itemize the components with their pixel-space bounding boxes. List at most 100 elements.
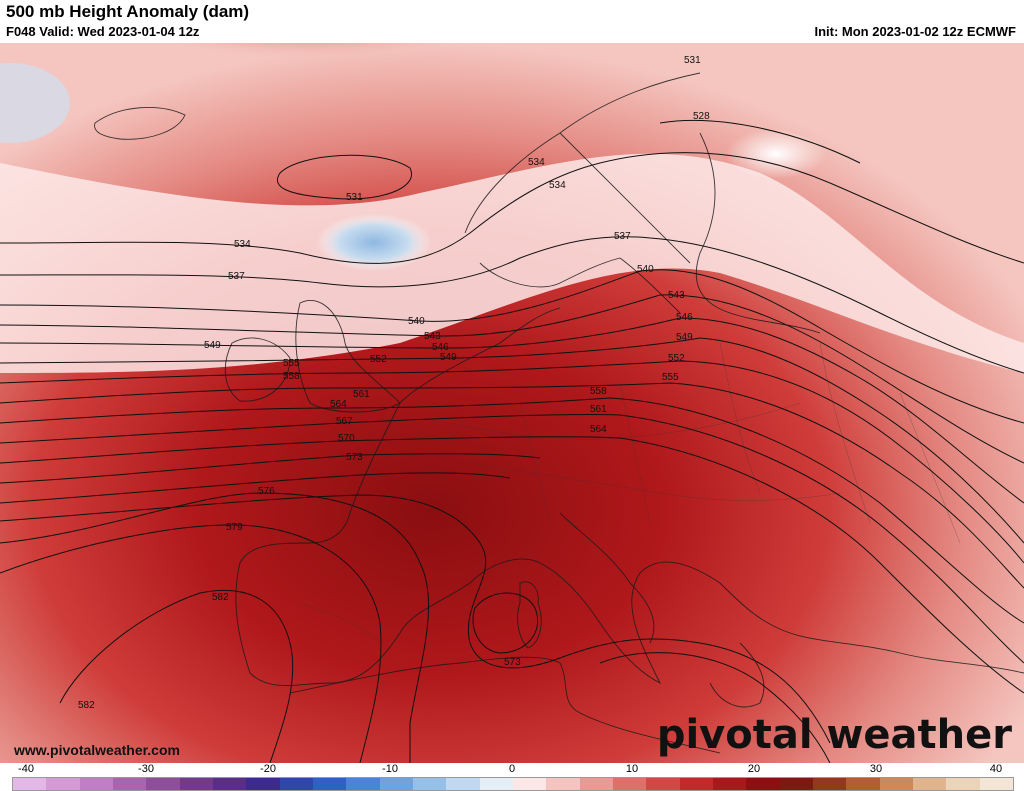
- north-atlantic-ridge: [60, 43, 720, 193]
- ireland-outline: [224, 337, 291, 402]
- colorbar-swatch: [146, 778, 180, 790]
- contour-label: 558: [590, 386, 607, 397]
- iceland-outline: [94, 106, 186, 140]
- contour-label: 546: [432, 342, 449, 353]
- contour-576: [0, 492, 430, 763]
- colorbar-swatch: [879, 778, 913, 790]
- north-africa-coastline: [289, 656, 721, 754]
- colorbar-swatch: [246, 778, 280, 790]
- colorbar-swatch: [746, 778, 780, 790]
- contour-label: 582: [212, 592, 229, 603]
- contour-label: 537: [228, 271, 245, 282]
- anomaly-map-svg: 531 528 534 531 534 534 537 537 540 543 …: [0, 43, 1024, 763]
- contour-label: 531: [684, 55, 701, 66]
- init-time: Init: Mon 2023-01-02 12z ECMWF: [814, 24, 1016, 39]
- contour-546: [0, 317, 1024, 504]
- contour-552: [0, 360, 1024, 564]
- colorbar-tick: 10: [625, 763, 639, 775]
- contour-543: [0, 294, 1024, 464]
- cool-anomaly-north-sea: [230, 183, 590, 363]
- contour-label: 561: [590, 404, 607, 415]
- contour-label: 573: [504, 657, 521, 668]
- contour-label: 579: [226, 522, 243, 533]
- contour-537: [0, 236, 1024, 374]
- contour-582: [59, 589, 294, 763]
- colorbar-tick: -10: [382, 763, 398, 775]
- colorbar-swatch: [712, 778, 747, 790]
- contour-label: 567: [336, 416, 353, 427]
- contour-label: 549: [440, 352, 457, 363]
- contour-label: 564: [330, 399, 347, 410]
- contour-label: 537: [614, 231, 631, 242]
- colorbar-tick: -30: [138, 763, 154, 775]
- contour-closed-tyrrhenian: [472, 592, 538, 654]
- contour-540: [0, 269, 1024, 424]
- colorbar-swatch: [412, 778, 447, 790]
- height-contours: [0, 119, 1024, 763]
- header: 500 mb Height Anomaly (dam) F048 Valid: …: [0, 0, 1024, 43]
- colorbar-tick: 20: [747, 763, 761, 775]
- contour-label: 555: [283, 358, 300, 369]
- colorbar-swatch: [946, 778, 980, 790]
- colorbar: [12, 777, 1014, 791]
- colorbar-swatch: [446, 778, 480, 790]
- colorbar-swatch: [579, 778, 613, 790]
- contour-534: [0, 152, 1024, 264]
- colorbar-tick: 0: [508, 763, 516, 775]
- contour-label: 528: [693, 111, 710, 122]
- contour-label: 582: [78, 700, 95, 711]
- contour-567: [0, 453, 541, 484]
- contour-inner-mediterranean: [599, 652, 831, 763]
- map-title: 500 mb Height Anomaly (dam): [6, 2, 250, 21]
- coastlines: [94, 72, 1024, 754]
- contour-label: 549: [204, 340, 221, 351]
- colorbar-swatch: [112, 778, 147, 790]
- cool-anomaly-west: [0, 63, 70, 143]
- colorbar-swatch: [546, 778, 580, 790]
- colorbar-tick: -20: [260, 763, 276, 775]
- colorbar-swatch: [812, 778, 847, 790]
- colorbar-swatch: [512, 778, 547, 790]
- colorbar-swatch: [179, 778, 213, 790]
- contour-label: 543: [668, 290, 685, 301]
- contour-label: 546: [676, 312, 693, 323]
- contour-label: 534: [549, 180, 566, 191]
- cold-anomaly-russia: [724, 43, 1024, 483]
- website-url[interactable]: www.pivotalweather.com: [14, 742, 180, 758]
- colorbar-tick: 40: [989, 763, 1003, 775]
- colorbar-swatch: [46, 778, 80, 790]
- contour-label: 573: [346, 452, 363, 463]
- contour-label: 555: [662, 372, 679, 383]
- contour-555: [0, 382, 1024, 589]
- colorbar-swatch: [379, 778, 413, 790]
- colorbar-swatch: [212, 778, 247, 790]
- contour-label: 576: [258, 486, 275, 497]
- contour-label: 564: [590, 424, 607, 435]
- contour-label: 531: [346, 192, 363, 203]
- finland-outline: [695, 132, 821, 334]
- contour-label: 561: [353, 389, 370, 400]
- contour-label: 552: [668, 353, 685, 364]
- contour-label: 570: [338, 433, 355, 444]
- weather-map[interactable]: 531 528 534 531 534 534 537 537 540 543 …: [0, 43, 1024, 763]
- valid-time: F048 Valid: Wed 2023-01-04 12z: [6, 24, 200, 39]
- contour-label: 558: [283, 371, 300, 382]
- contour-579: [0, 524, 382, 763]
- brand-logo: pivotal weather: [656, 712, 1012, 758]
- contour-label: 540: [408, 316, 425, 327]
- colorbar-swatch: [912, 778, 947, 790]
- colorbar-swatch: [979, 778, 1013, 790]
- scandinavia-outline: [464, 72, 701, 314]
- colorbar-tick: -40: [18, 763, 34, 775]
- colorbar-swatch: [846, 778, 880, 790]
- colorbar-swatch: [612, 778, 647, 790]
- colorbar-swatch: [312, 778, 347, 790]
- contour-558: [0, 397, 1024, 624]
- contour-570: [0, 472, 511, 504]
- colorbar-swatch: [779, 778, 813, 790]
- contour-549: [0, 337, 1024, 544]
- contour-573: [0, 494, 831, 744]
- colorbar-legend: -40 -30 -20 -10 0 10 20 30 40: [0, 763, 1024, 791]
- contour-564: [0, 436, 1024, 694]
- colorbar-swatch: [679, 778, 713, 790]
